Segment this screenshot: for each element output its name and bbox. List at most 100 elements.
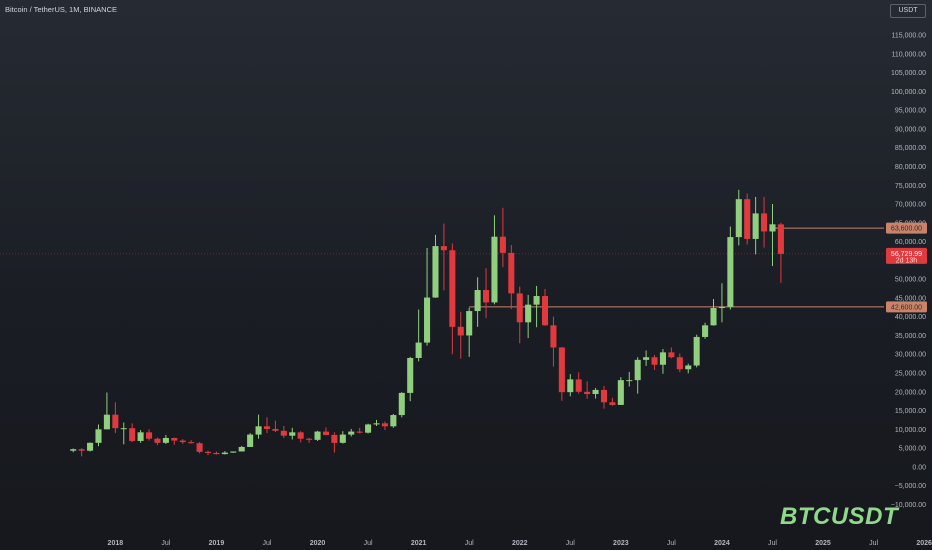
currency-label[interactable]: USDT	[890, 4, 926, 18]
candle[interactable]	[550, 316, 557, 367]
candle[interactable]	[415, 309, 422, 362]
candle[interactable]	[339, 431, 346, 444]
candle[interactable]	[752, 196, 759, 255]
candle[interactable]	[188, 440, 195, 444]
candle[interactable]	[651, 354, 658, 370]
candle[interactable]	[727, 226, 734, 310]
candle[interactable]	[609, 397, 616, 406]
candle[interactable]	[508, 244, 515, 310]
candle[interactable]	[584, 381, 591, 399]
candle[interactable]	[356, 427, 363, 434]
candle[interactable]	[297, 431, 304, 443]
candle[interactable]	[78, 448, 85, 457]
candle[interactable]	[449, 243, 456, 355]
candle[interactable]	[238, 445, 245, 452]
candle[interactable]	[483, 268, 490, 319]
candle[interactable]	[491, 215, 498, 305]
candle[interactable]	[499, 207, 506, 268]
candle[interactable]	[769, 204, 776, 266]
candle[interactable]	[70, 448, 77, 453]
candle[interactable]	[171, 437, 178, 445]
candle[interactable]	[533, 285, 540, 328]
time-label-month: Jul	[768, 540, 777, 547]
candle[interactable]	[390, 413, 397, 428]
candle[interactable]	[154, 437, 161, 446]
candle[interactable]	[777, 222, 784, 283]
candle[interactable]	[424, 247, 431, 346]
candle[interactable]	[592, 388, 599, 399]
candle[interactable]	[112, 402, 119, 434]
candle[interactable]	[659, 348, 666, 374]
candle[interactable]	[685, 363, 692, 374]
level-price-tag	[886, 301, 927, 313]
candle[interactable]	[676, 353, 683, 373]
candle[interactable]	[95, 424, 102, 447]
candle[interactable]	[87, 442, 94, 452]
candle[interactable]	[617, 377, 624, 405]
candle[interactable]	[162, 434, 169, 444]
candle[interactable]	[314, 430, 321, 441]
candle[interactable]	[103, 392, 110, 430]
candle[interactable]	[702, 322, 709, 339]
candle[interactable]	[440, 223, 447, 291]
candle[interactable]	[567, 374, 574, 397]
candle[interactable]	[466, 307, 473, 357]
candle-body-up	[221, 452, 228, 455]
candle[interactable]	[247, 433, 254, 447]
candle[interactable]	[196, 442, 203, 454]
candle[interactable]	[306, 437, 313, 443]
candle[interactable]	[373, 419, 380, 426]
candle[interactable]	[263, 417, 271, 434]
candle[interactable]	[718, 283, 725, 323]
candle[interactable]	[457, 311, 464, 359]
candle[interactable]	[710, 299, 717, 326]
candle[interactable]	[221, 451, 228, 455]
candle[interactable]	[322, 427, 329, 436]
candle[interactable]	[179, 439, 186, 444]
candle[interactable]	[541, 288, 549, 326]
candles[interactable]	[70, 189, 784, 457]
candle[interactable]	[120, 422, 127, 445]
candle[interactable]	[626, 371, 633, 387]
candle[interactable]	[575, 372, 582, 394]
candle[interactable]	[348, 428, 355, 437]
candle[interactable]	[668, 347, 675, 359]
candle[interactable]	[693, 334, 700, 368]
candle[interactable]	[398, 392, 405, 418]
candle[interactable]	[558, 347, 565, 401]
candle[interactable]	[289, 427, 296, 440]
candle[interactable]	[634, 357, 641, 394]
candle[interactable]	[280, 425, 287, 438]
candle[interactable]	[365, 423, 372, 434]
candle[interactable]	[255, 414, 262, 439]
candle[interactable]	[230, 451, 237, 453]
candle[interactable]	[137, 430, 144, 443]
candle[interactable]	[272, 420, 279, 432]
candle[interactable]	[735, 189, 742, 246]
candle[interactable]	[525, 294, 532, 339]
price-tick-label: 90,000.00	[895, 126, 926, 133]
candle[interactable]	[432, 234, 439, 298]
candle[interactable]	[744, 193, 751, 245]
candle[interactable]	[146, 429, 153, 441]
candle[interactable]	[643, 350, 650, 366]
candle[interactable]	[474, 277, 481, 327]
candle[interactable]	[381, 421, 388, 431]
candle[interactable]	[213, 451, 220, 455]
candle[interactable]	[331, 432, 338, 453]
candle-body-up	[752, 213, 759, 239]
price-tick-label: 115,000.00	[891, 33, 926, 40]
candle-body-up	[289, 432, 296, 436]
candle[interactable]	[407, 356, 414, 402]
candle[interactable]	[516, 286, 523, 344]
symbol-title[interactable]: Bitcoin / TetherUS, 1M, BINANCE	[5, 5, 117, 14]
candle[interactable]	[761, 196, 768, 248]
time-axis[interactable]: 2018 Jul 2019 Jul 2020 Jul 2021 Jul 2022 Jul 2023 J…	[108, 540, 932, 547]
price-axis[interactable]: −10,000.00 −5,000.00 0.00 5,000.00 10,000.00…	[891, 33, 926, 509]
candle[interactable]	[129, 423, 136, 443]
price-tick-label: 110,000.00	[891, 51, 926, 58]
candle[interactable]	[600, 386, 608, 409]
candle[interactable]	[204, 450, 212, 456]
